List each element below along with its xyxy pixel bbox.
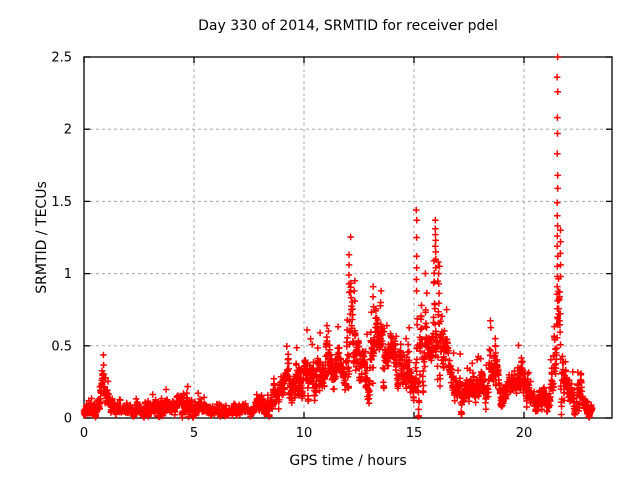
y-tick-label: 2.5 bbox=[51, 51, 72, 66]
y-tick-label: 1 bbox=[64, 267, 72, 282]
x-axis-label: GPS time / hours bbox=[289, 453, 406, 469]
y-tick-label: 2 bbox=[64, 123, 72, 138]
tick-labels: 0 5 10 15 20 0 0.5 1 1.5 2 2.5 bbox=[51, 51, 532, 442]
y-tick-label: 0.5 bbox=[51, 339, 72, 354]
data-points bbox=[80, 53, 596, 421]
x-tick-label: 5 bbox=[190, 426, 198, 441]
plot-border bbox=[83, 56, 613, 419]
x-tick-label: 0 bbox=[80, 426, 88, 441]
y-tick-label: 1.5 bbox=[51, 195, 72, 210]
y-axis-label: SRMTID / TECUs bbox=[34, 181, 50, 294]
x-tick-label: 15 bbox=[406, 426, 423, 441]
x-tick-label: 10 bbox=[296, 426, 313, 441]
chart-title: Day 330 of 2014, SRMTID for receiver pde… bbox=[198, 18, 498, 34]
y-tick-label: 0 bbox=[64, 412, 72, 427]
plot-frame bbox=[83, 56, 613, 419]
x-tick-label: 20 bbox=[516, 426, 533, 441]
